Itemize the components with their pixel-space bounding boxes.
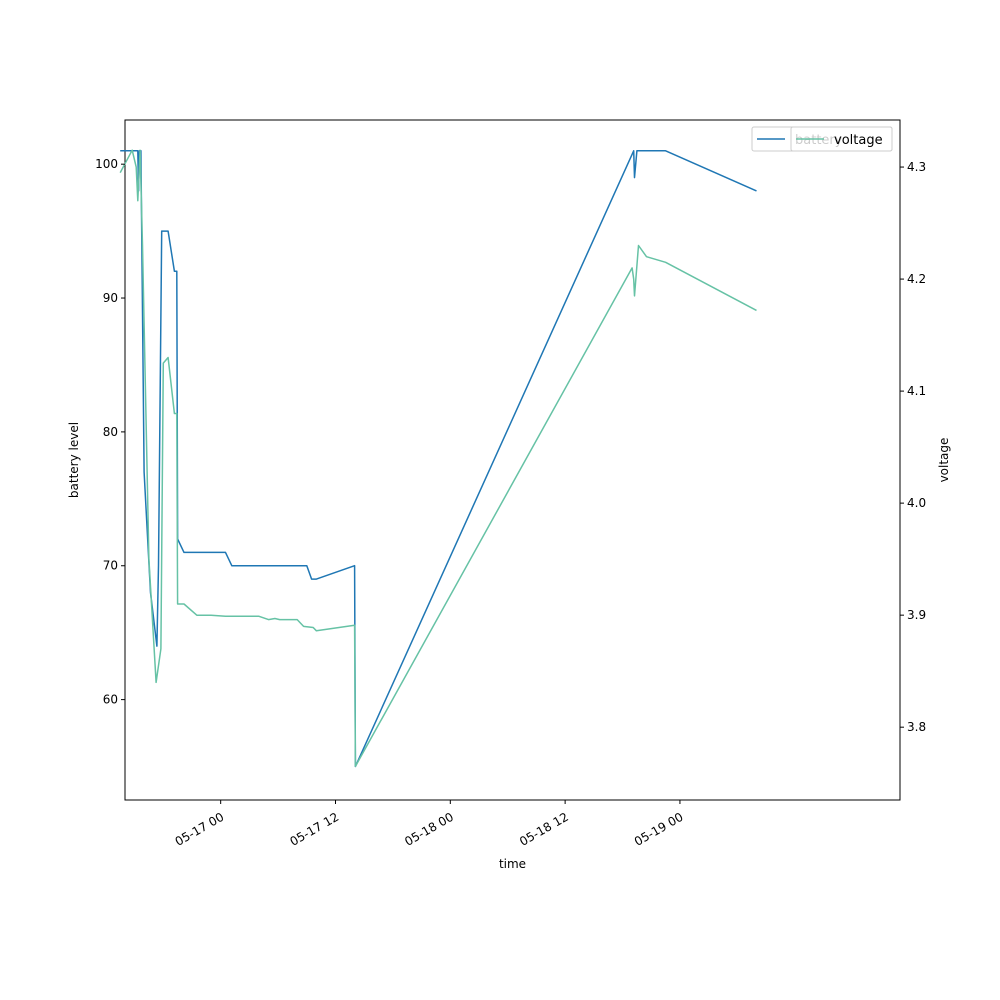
y-right-tick-label: 3.8 (907, 720, 926, 734)
y-left-tick-label: 100 (95, 157, 118, 171)
x-tick-label: 05-18 12 (517, 810, 571, 849)
x-tick-label: 05-19 00 (632, 810, 686, 849)
y-axis-right-label: voltage (937, 438, 951, 483)
plot-area (119, 119, 901, 801)
y-right-tick-label: 4.3 (907, 160, 926, 174)
plot-frame (124, 119, 901, 801)
y-axis-right: 3.8 3.9 4.0 4.1 4.2 4.3 (900, 160, 926, 734)
y-left-tick-label: 80 (103, 425, 118, 439)
x-tick-label: 05-18 00 (402, 810, 456, 849)
y-left-tick-label: 90 (103, 291, 118, 305)
x-tick-label: 05-17 12 (287, 810, 341, 849)
legend-box (790, 126, 893, 152)
y-axis-left-label: battery level (67, 422, 81, 498)
y-right-tick-label: 4.0 (907, 496, 926, 510)
legend-label-voltage: voltage (834, 133, 883, 148)
y-left-tick-label: 60 (103, 693, 118, 707)
legend-voltage: voltage (790, 126, 893, 152)
x-tick-label: 05-17 00 (173, 810, 227, 849)
y-right-tick-label: 3.9 (907, 608, 926, 622)
series-line-voltage (119, 149, 757, 768)
series-layer (119, 149, 757, 768)
series-line-battery (120, 150, 757, 768)
x-axis: 05-17 00 05-17 12 05-18 00 05-18 12 05-19 00 (173, 800, 686, 849)
y-axis-left: 60 70 80 90 100 (95, 157, 125, 707)
y-right-tick-label: 4.1 (907, 384, 926, 398)
y-right-tick-label: 4.2 (907, 272, 926, 286)
y-left-tick-label: 70 (103, 559, 118, 573)
x-axis-label: time (499, 857, 526, 871)
